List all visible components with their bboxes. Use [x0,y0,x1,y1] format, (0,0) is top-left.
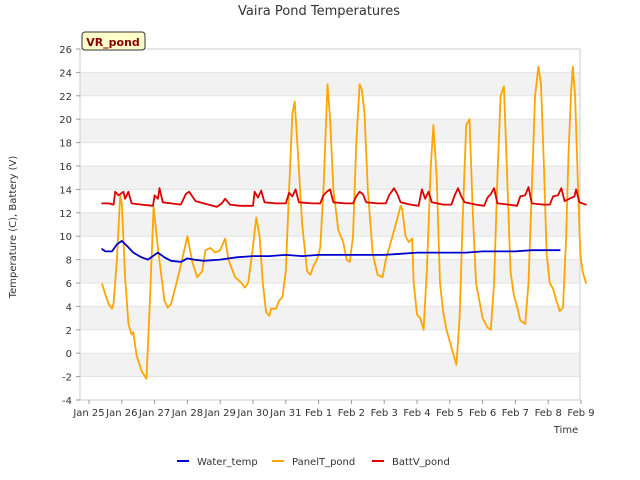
x-tick-label: Jan 30 [236,408,268,419]
y-tick-label: 24 [59,68,72,79]
y-tick-label: 8 [66,256,72,267]
x-tick-label: Jan 29 [204,408,236,419]
x-tick-label: Feb 5 [436,408,463,419]
grid-band [80,283,580,307]
series-line-battv-pond [101,186,587,208]
x-tick-label: Feb 2 [338,408,365,419]
x-tick-label: Feb 8 [535,408,562,419]
y-tick-label: 6 [66,279,72,290]
y-tick-label: -4 [62,396,72,407]
grid-band [80,212,580,237]
grid-band [80,353,580,377]
grid-band [80,329,580,354]
chart-title: Vaira Pond Temperatures [238,4,400,19]
x-axis-label: Time [553,425,578,436]
series-lines [101,65,587,380]
y-tick-label: 14 [59,185,72,196]
legend-label: Water_temp [197,457,258,468]
grid-band [80,166,580,190]
y-tick-label: 16 [59,162,72,173]
x-tick-label: Jan 25 [72,408,104,419]
grid-band [80,306,580,330]
y-tick-label: 10 [59,232,72,243]
badge-box [81,31,146,51]
series-line-panelt-pond [101,65,587,380]
grid-band [80,142,580,166]
x-tick-label: Feb 9 [567,408,594,419]
y-tick-label: 4 [66,302,72,313]
y-tick-label: 12 [59,209,72,220]
y-tick-label: 0 [66,349,72,360]
x-tick-label: Feb 4 [403,408,430,419]
legend-label: BattV_pond [392,457,450,468]
badge-label: VR_pond [86,36,140,49]
badge: VR_pond [81,31,146,51]
grid-band [80,259,580,283]
y-tick-label: 22 [59,92,72,103]
grid-band [80,49,580,73]
y-axis-label: Temperature (C), Battery (V) [8,156,19,300]
x-tick-label: Jan 31 [269,408,301,419]
y-tick-label: 26 [59,45,72,56]
x-tick-label: Jan 27 [138,408,170,419]
x-tick-label: Feb 6 [469,408,496,419]
y-tick-label: 18 [59,139,72,150]
grid-band [80,376,580,400]
x-tick-label: Jan 28 [171,408,203,419]
grid-band [80,189,580,213]
legend-label: PanelT_pond [292,457,355,468]
grid-band [80,236,580,260]
y-tick-label: -2 [62,373,72,384]
x-axis-ticks: Jan 25 Jan 26 Jan 27 Jan 28 Jan 29 Jan 30 Jan … [72,400,595,419]
grid-band [80,72,580,96]
y-tick-label: 2 [66,326,72,337]
y-tick-label: 20 [59,115,72,126]
x-tick-label: Feb 7 [502,408,529,419]
series-line-water-temp [101,239,561,263]
x-tick-label: Feb 3 [371,408,398,419]
x-tick-label: Jan 26 [105,408,137,419]
legend: Water_temp PanelT_pond BattV_pond [177,457,450,468]
x-tick-label: Feb 1 [305,408,332,419]
